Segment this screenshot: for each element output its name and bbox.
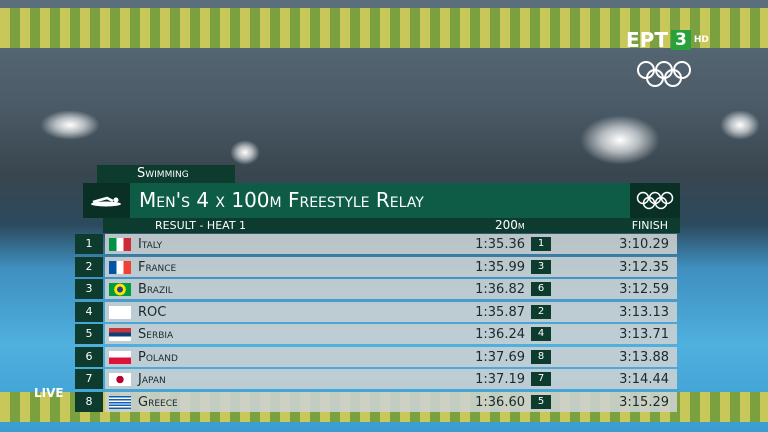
row-body: Italy 1:35.36 1 3:10.29	[105, 234, 677, 254]
row-body: Poland 1:37.69 8 3:13.88	[105, 346, 677, 367]
split-header: 200m	[495, 218, 525, 232]
rings-box	[630, 183, 680, 218]
title-bar: Men's 4 x 100m Freestyle Relay	[83, 183, 680, 218]
heat: RESULT - HEAT 1	[155, 219, 247, 232]
flag	[109, 350, 131, 364]
finish-time: 3:10.29	[619, 237, 669, 252]
result-row: 2 France 1:35.99 3 3:12.35	[75, 256, 677, 277]
finish-time: 3:13.13	[619, 304, 669, 320]
flag	[109, 305, 131, 319]
country: Brazil	[138, 282, 173, 297]
result-row: 7 Japan 1:37.19 7 3:14.44	[75, 369, 677, 389]
quality: HD	[693, 35, 709, 45]
split-rank: 1	[531, 237, 551, 251]
split-time: 1:36.82	[475, 282, 525, 297]
finish-header: FINISH	[631, 219, 668, 232]
country: ROC	[138, 304, 167, 320]
country: Japan	[138, 372, 166, 387]
result-row: 1 Italy 1:35.36 1 3:10.29	[75, 234, 677, 254]
sport-icon	[83, 183, 130, 218]
split-time: 1:37.19	[475, 372, 525, 387]
live-badge: LIVE	[34, 386, 64, 400]
split-rank: 2	[531, 304, 551, 319]
broadcaster-name: ΕΡΤ	[626, 28, 668, 52]
rank: 1	[75, 234, 103, 254]
row-body: France 1:35.99 3 3:12.35	[105, 256, 677, 277]
split-time: 1:36.60	[475, 394, 525, 410]
split-time: 1:35.87	[475, 304, 525, 320]
country: Greece	[138, 394, 178, 410]
country: Serbia	[138, 327, 174, 342]
light	[720, 110, 760, 140]
finish-time: 3:12.59	[619, 282, 669, 297]
row-body: Serbia 1:36.24 4 3:13.71	[105, 324, 677, 344]
flag	[109, 260, 131, 274]
rank: 3	[75, 279, 103, 299]
split-rank: 3	[531, 259, 551, 274]
country: France	[138, 259, 177, 275]
split-rank: 8	[531, 349, 551, 364]
finish-time: 3:13.71	[619, 327, 669, 342]
result-row: 8 Greece 1:36.60 5 3:15.29	[75, 391, 677, 412]
flag	[109, 283, 131, 296]
split-rank: 6	[531, 282, 551, 296]
split-time: 1:35.36	[475, 237, 525, 252]
event-title: Men's 4 x 100m Freestyle Relay	[139, 188, 424, 212]
finish-time: 3:12.35	[619, 259, 669, 275]
olympic-rings	[637, 61, 691, 87]
split-rank: 4	[531, 327, 551, 341]
split-time: 1:35.99	[475, 259, 525, 275]
light	[40, 110, 100, 140]
row-body: Japan 1:37.19 7 3:14.44	[105, 369, 677, 389]
flag	[109, 373, 131, 386]
row-body: Greece 1:36.60 5 3:15.29	[105, 391, 677, 412]
channel-number: 3	[670, 30, 691, 50]
rank: 4	[75, 301, 103, 322]
sport: Swimming	[137, 166, 189, 181]
finish-time: 3:13.88	[619, 349, 669, 365]
light	[580, 115, 660, 165]
split-time: 1:37.69	[475, 349, 525, 365]
rank: 7	[75, 369, 103, 389]
split-time: 1:36.24	[475, 327, 525, 342]
flag	[109, 328, 131, 341]
rank: 8	[75, 391, 103, 412]
country: Poland	[138, 349, 178, 365]
country: Italy	[138, 237, 163, 252]
rank: 6	[75, 346, 103, 367]
flag	[109, 395, 131, 409]
row-body: Brazil 1:36.82 6 3:12.59	[105, 279, 677, 299]
lane-rope	[0, 8, 768, 48]
channel-logo: ΕΡΤ 3 HD	[626, 28, 709, 52]
finish-time: 3:15.29	[619, 394, 669, 410]
row-body: ROC 1:35.87 2 3:13.13	[105, 301, 677, 322]
split-rank: 5	[531, 394, 551, 409]
result-row: 6 Poland 1:37.69 8 3:13.88	[75, 346, 677, 367]
result-row: 3 Brazil 1:36.82 6 3:12.59	[75, 279, 677, 299]
subheader: RESULT - HEAT 1 200m FINISH	[103, 218, 680, 233]
flag	[109, 238, 131, 251]
rank: 2	[75, 256, 103, 277]
sport-tab: Swimming	[97, 165, 235, 184]
result-row: 5 Serbia 1:36.24 4 3:13.71	[75, 324, 677, 344]
split-rank: 7	[531, 372, 551, 386]
result-row: 4 ROC 1:35.87 2 3:13.13	[75, 301, 677, 322]
finish-time: 3:14.44	[619, 372, 669, 387]
light	[230, 140, 260, 165]
rank: 5	[75, 324, 103, 344]
